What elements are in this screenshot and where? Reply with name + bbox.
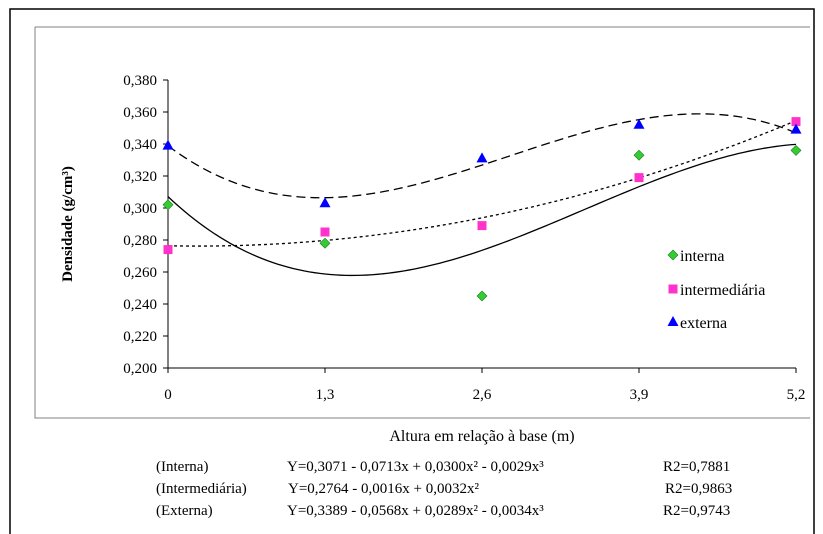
- data-point-intermediária: [320, 227, 330, 237]
- equation-interna-formula: Y=0,3071 - 0,0713x + 0,0300x² - 0,0029x³: [287, 459, 544, 475]
- data-point-intermediária: [791, 117, 801, 127]
- equation-externa-r2: R2=0,9743: [663, 503, 731, 519]
- data-point-externa: [633, 118, 645, 129]
- x-tick-label: 1,3: [316, 387, 335, 403]
- equation-intermediaria-r2: R2=0,9863: [665, 481, 733, 497]
- legend-label-intermediária: intermediária: [680, 282, 765, 299]
- legend-marker-intermediária: [668, 284, 678, 294]
- y-tick-label: 0,360: [123, 105, 157, 121]
- y-tick-label: 0,240: [123, 297, 157, 313]
- equation-externa-label: (Externa): [156, 503, 213, 519]
- data-point-externa: [476, 152, 488, 163]
- x-tick-label: 5,2: [787, 387, 806, 403]
- y-tick-label: 0,280: [123, 233, 157, 249]
- figure-border: [9, 8, 815, 534]
- x-tick-label: 0: [164, 387, 172, 403]
- equation-interna-label: (Interna): [156, 459, 209, 475]
- y-tick-label: 0,380: [123, 73, 157, 89]
- y-tick-label: 0,300: [123, 201, 157, 217]
- y-axis-label: Densidade (g/cm³): [60, 166, 76, 282]
- x-axis-label: Altura em relação à base (m): [389, 428, 574, 445]
- equation-intermediaria-label: (Intermediária): [156, 481, 247, 497]
- data-point-interna: [476, 290, 488, 302]
- data-point-externa: [319, 197, 331, 208]
- data-point-intermediária: [634, 173, 644, 183]
- data-point-intermediária: [477, 221, 487, 231]
- data-point-interna: [633, 149, 645, 161]
- trend-line-externa: [167, 113, 797, 199]
- y-tick-label: 0,320: [123, 169, 157, 185]
- trend-line-intermediária: [167, 120, 797, 247]
- y-tick-label: 0,200: [123, 361, 157, 377]
- legend-label-externa: externa: [680, 315, 727, 332]
- x-tick-label: 3,9: [630, 387, 649, 403]
- data-point-intermediária: [163, 245, 173, 255]
- plot-area-frame: [34, 27, 810, 419]
- y-tick-label: 0,340: [123, 137, 157, 153]
- trend-line-interna: [167, 143, 797, 277]
- data-point-interna: [790, 144, 802, 156]
- data-point-interna: [162, 199, 174, 211]
- legend-label-interna: interna: [680, 248, 724, 265]
- legend-marker-interna: [667, 249, 679, 261]
- x-tick-label: 2,6: [473, 387, 492, 403]
- y-tick-label: 0,260: [123, 265, 157, 281]
- data-point-interna: [319, 237, 331, 249]
- equation-externa-formula: Y=0,3389 - 0,0568x + 0,0289x² - 0,0034x³: [287, 503, 544, 519]
- equation-intermediaria-formula: Y=0,2764 - 0,0016x + 0,0032x²: [288, 481, 479, 497]
- data-point-externa: [162, 139, 174, 150]
- y-tick-label: 0,220: [123, 329, 157, 345]
- equation-interna-r2: R2=0,7881: [663, 459, 731, 475]
- data-point-externa: [790, 123, 802, 134]
- legend-marker-externa: [667, 316, 679, 326]
